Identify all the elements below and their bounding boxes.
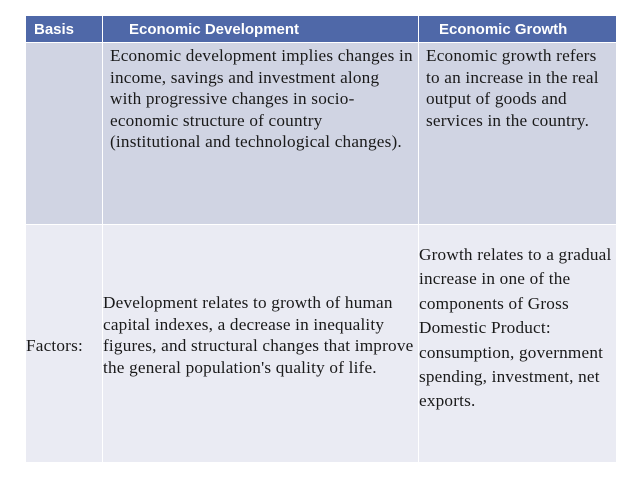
table-row: Factors: Development relates to growth o…: [26, 225, 616, 462]
comparison-table: Basis Economic Development Economic Grow…: [26, 16, 616, 462]
row2-growth-cell: Growth relates to a gradual increase in …: [419, 245, 612, 411]
column-divider: [102, 16, 103, 462]
row1-growth-cell: Economic growth refers to an increase in…: [426, 46, 599, 130]
row2-development-cell: Development relates to growth of human c…: [103, 293, 414, 377]
column-divider: [418, 16, 419, 462]
header-basis: Basis: [34, 21, 75, 38]
row1-development-cell: Economic development implies changes in …: [110, 46, 413, 152]
header-economic-growth: Economic Growth: [439, 21, 568, 38]
header-economic-development: Economic Development: [129, 21, 300, 38]
table-header-row: Basis Economic Development Economic Grow…: [26, 16, 616, 42]
row2-basis-cell: Factors:: [26, 336, 83, 355]
table-row: Economic development implies changes in …: [26, 43, 616, 224]
